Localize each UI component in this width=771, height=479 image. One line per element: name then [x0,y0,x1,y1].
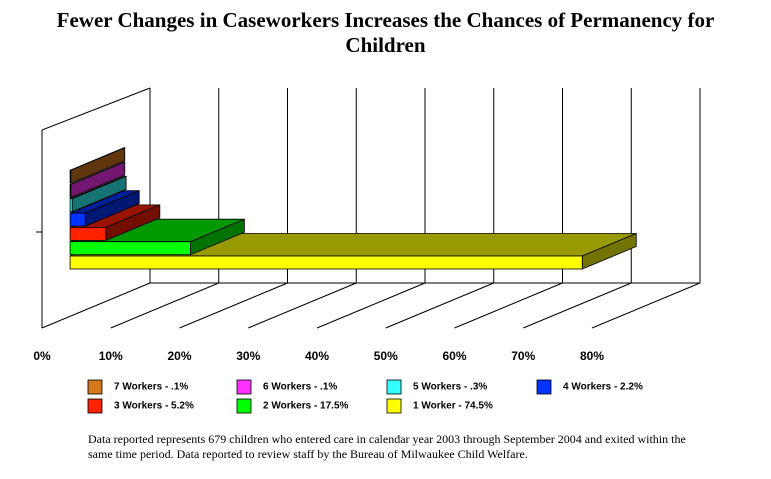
x-tick-label: 30% [236,349,260,363]
legend-label: 7 Workers - .1% [114,382,188,393]
x-tick-label: 40% [305,349,329,363]
x-tick-label: 70% [511,349,535,363]
bar-front [69,226,107,241]
bar [69,175,127,213]
floor-grid-line [110,282,219,329]
legend-swatch [87,379,103,395]
floor-grid-line [523,282,632,329]
bar-front [69,241,191,256]
legend-swatch [386,398,402,414]
x-tick-label: 10% [99,349,123,363]
legend-label: 3 Workers - 5.2% [114,401,194,412]
legend-swatch [236,398,252,414]
x-tick-label: 60% [442,349,466,363]
bar-front [69,198,73,213]
x-tick-label: 20% [167,349,191,363]
legend-label: 2 Workers - 17.5% [263,401,349,412]
chart-title: Fewer Changes in Caseworkers Increases t… [56,8,715,57]
floor-grid-line [316,282,426,329]
floor-grid-line [591,282,701,329]
legend-swatch [536,379,552,395]
legend-label: 1 Worker - 74.5% [413,401,493,412]
floor-grid-line [385,282,494,329]
bar-front [69,212,86,227]
bar [69,147,126,184]
legend-label: 5 Workers - .3% [413,382,487,393]
legend-swatch [386,379,402,395]
bar-front [69,169,72,184]
floor-grid-line [41,282,151,329]
floor-grid-line [179,282,288,329]
floor-grid-line [248,282,357,329]
x-tick-label: 80% [580,349,604,363]
x-tick-label: 0% [33,349,51,363]
bar [69,161,126,199]
floor-grid-line [454,282,563,329]
x-tick-label: 50% [374,349,398,363]
legend-swatch [87,398,103,414]
footnote: Data reported represents 679 children wh… [88,432,686,461]
bar [69,190,140,227]
left-wall-top [41,87,151,131]
bar-front [69,255,583,270]
bar-front [69,184,72,198]
legend-swatch [236,379,252,395]
legend-label: 4 Workers - 2.2% [563,382,643,393]
legend-label: 6 Workers - .1% [263,382,337,393]
